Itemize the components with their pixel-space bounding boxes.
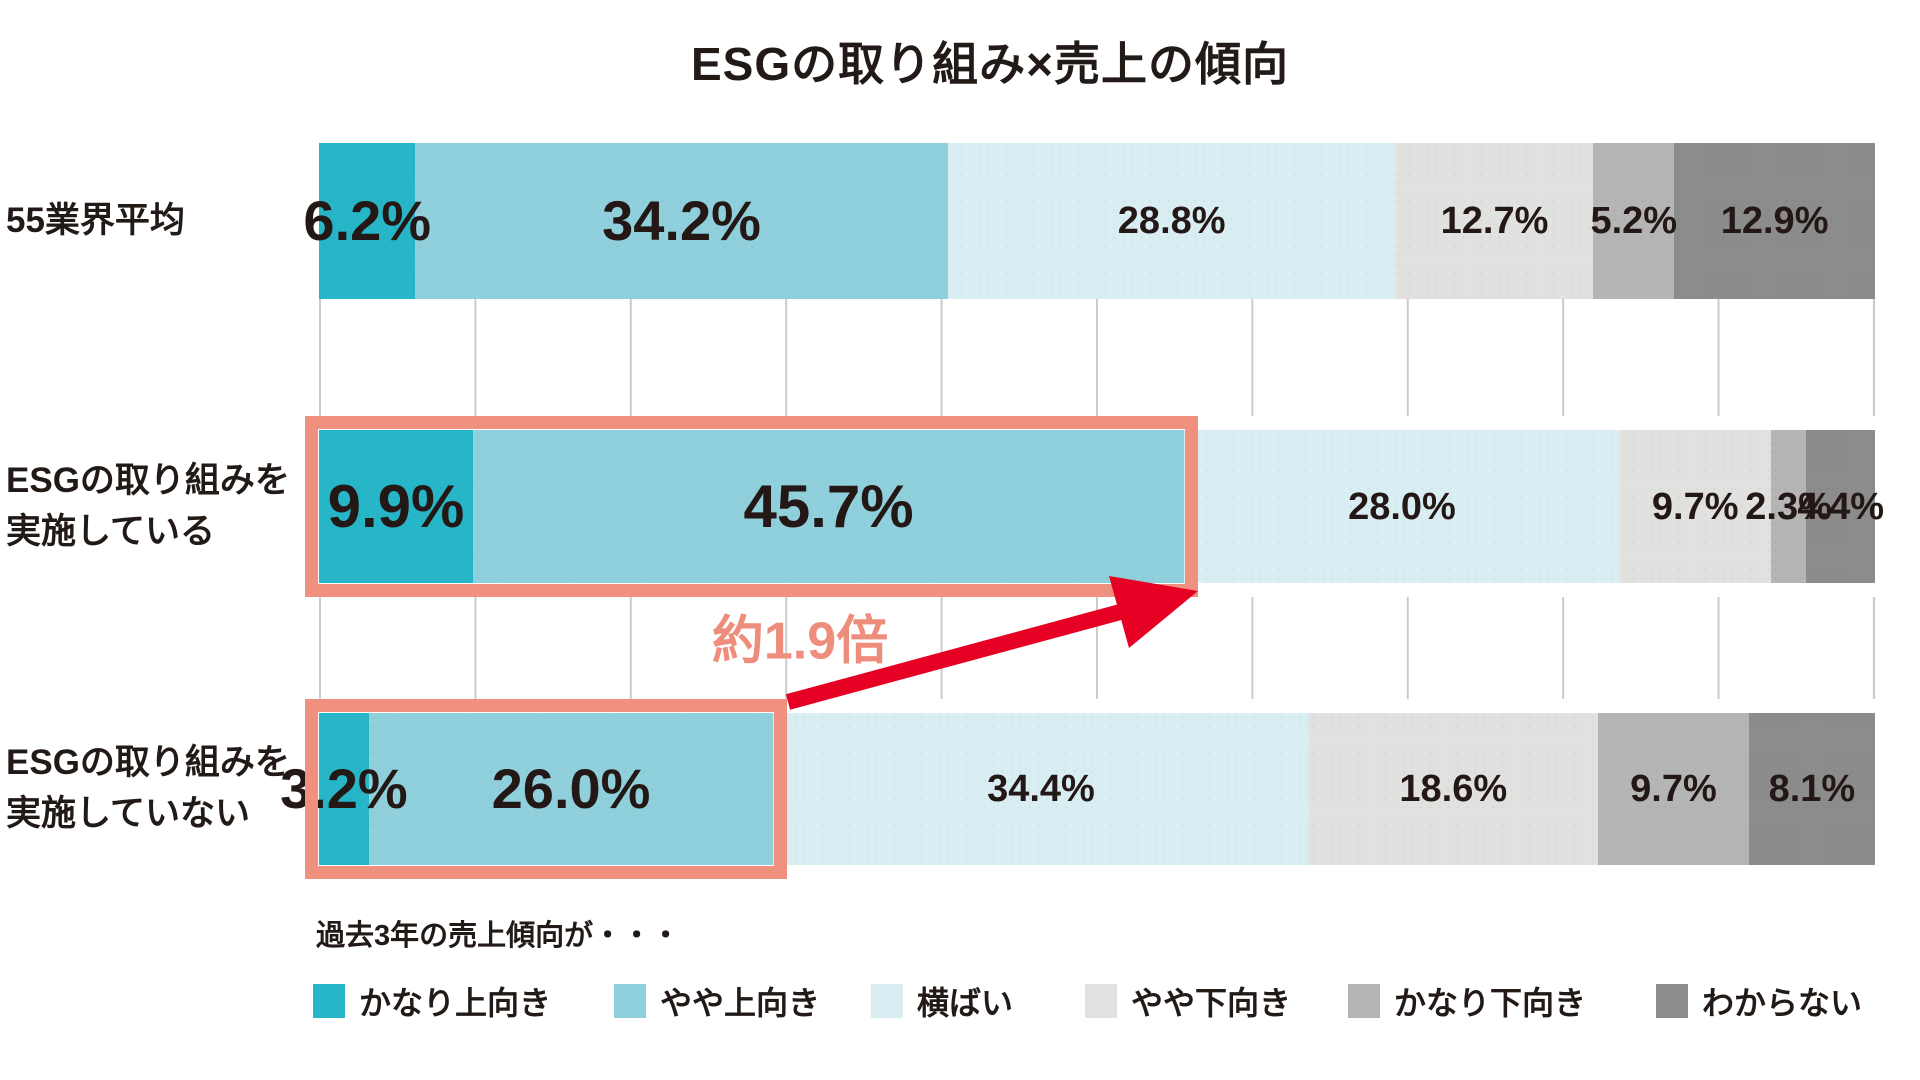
segment-slight-down: 18.6%	[1308, 713, 1598, 865]
bar-row-industry-average: 6.2% 34.2% 28.8% 12.7% 5.2% 12.9%	[303, 143, 1875, 299]
legend-swatch	[1085, 984, 1117, 1018]
segment-flat: 34.4%	[773, 713, 1309, 865]
bar-row-esg-not-implementing: 3.2% 26.0% 34.4% 18.6% 9.7% 8.1%	[280, 699, 1875, 879]
segment-value: 2.3%	[1745, 485, 1832, 528]
legend-swatch	[313, 984, 345, 1018]
legend-item-strong-up: かなり上向き	[313, 983, 551, 1021]
segment-value: 34.2%	[602, 189, 761, 252]
row-label-industry-average: 55業界平均	[6, 143, 306, 299]
segment-unknown: 4.4%	[1797, 430, 1884, 583]
legend-item-strong-down: かなり下向き	[1348, 983, 1586, 1021]
segment-strong-down: 9.7%	[1597, 713, 1749, 865]
row-label-line: ESGの取り組みを	[6, 743, 290, 783]
segment-value: 26.0%	[491, 757, 651, 820]
legend-item-slight-up: やや上向き	[614, 983, 820, 1021]
segment-flat: 28.8%	[947, 143, 1396, 299]
row-label-esg-implementing: ESGの取り組みを 実施している	[6, 430, 306, 583]
legend-label: 横ばい	[917, 985, 1014, 1021]
segment-value: 4.4%	[1797, 485, 1885, 528]
segment-unknown: 12.9%	[1674, 143, 1875, 299]
segment-flat: 28.0%	[1184, 430, 1620, 583]
segment-slight-down: 9.7%	[1619, 430, 1771, 583]
legend-label: かなり上向き	[359, 985, 552, 1021]
segment-slight-up: 34.2%	[415, 143, 948, 299]
legend-swatch	[1348, 984, 1380, 1018]
row-label-esg-not-implementing: ESGの取り組みを 実施していない	[6, 713, 306, 865]
segment-slight-up: 26.0%	[368, 713, 774, 865]
legend-item-slight-down: やや下向き	[1085, 983, 1291, 1021]
segment-value: 3.2%	[280, 757, 408, 820]
gridline-band-upper	[319, 299, 1875, 416]
segment-value: 28.8%	[1117, 200, 1226, 242]
segment-strong-down: 2.3%	[1745, 430, 1832, 583]
legend-swatch	[614, 984, 646, 1018]
row-label-line: 実施している	[6, 511, 215, 551]
legend-caption: 過去3年の売上傾向が・・・	[316, 920, 681, 952]
segment-value: 12.9%	[1720, 200, 1829, 242]
gridline-band-lower	[319, 597, 1875, 699]
segment-value: 5.2%	[1590, 200, 1678, 242]
segment-strong-up: 9.9%	[319, 430, 474, 583]
legend-item-flat: 横ばい	[871, 983, 1013, 1021]
legend-swatch	[1656, 984, 1688, 1018]
legend-label: わからない	[1702, 985, 1863, 1021]
segment-value: 6.2%	[303, 189, 432, 252]
segment-value: 34.4%	[987, 768, 1095, 810]
segment-unknown: 8.1%	[1748, 713, 1875, 865]
segment-value: 8.1%	[1768, 768, 1856, 810]
segment-value: 9.7%	[1651, 485, 1739, 528]
legend-label: やや下向き	[1131, 985, 1292, 1021]
legend-label: かなり下向き	[1394, 985, 1587, 1021]
segment-value: 45.7%	[743, 472, 914, 540]
segment-value: 9.9%	[327, 472, 465, 540]
row-label-line: 実施していない	[6, 794, 250, 833]
legend-swatch	[871, 984, 903, 1018]
legend-item-unknown: わからない	[1656, 983, 1862, 1021]
row-label-line: 55業界平均	[6, 200, 185, 240]
segment-strong-up: 3.2%	[280, 713, 408, 865]
legend-label: やや上向き	[660, 985, 821, 1021]
segment-value: 9.7%	[1630, 768, 1717, 810]
bar-row-esg-implementing: 9.9% 45.7% 28.0% 9.7% 2.3% 4.4%	[305, 416, 1884, 597]
segment-strong-up: 6.2%	[303, 143, 431, 299]
segment-slight-up: 45.7%	[473, 430, 1185, 583]
segment-value: 28.0%	[1348, 485, 1456, 528]
segment-value: 12.7%	[1440, 200, 1549, 242]
segment-strong-down: 5.2%	[1590, 143, 1678, 299]
row-label-line: ESGの取り組みを	[6, 460, 290, 500]
chart-title: ESGの取り組み×売上の傾向	[690, 38, 1289, 90]
annotation-multiplier: 約1.9倍	[711, 612, 889, 671]
segment-value: 18.6%	[1399, 768, 1508, 810]
segment-slight-down: 12.7%	[1395, 143, 1594, 299]
